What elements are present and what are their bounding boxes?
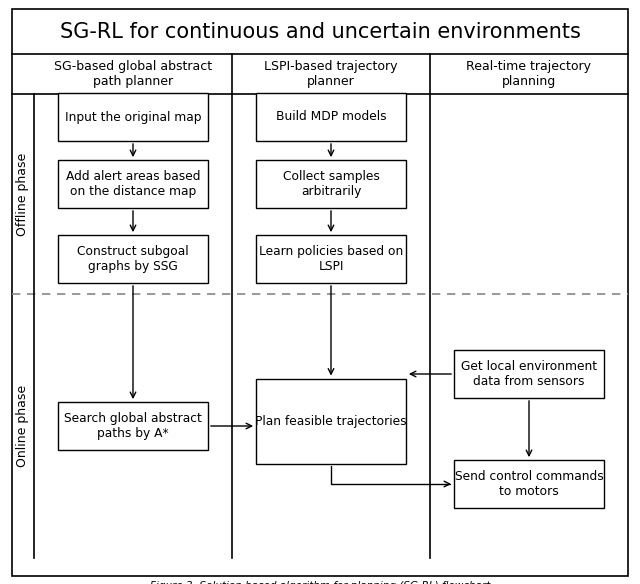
Text: SG-RL for continuous and uncertain environments: SG-RL for continuous and uncertain envir… [60, 22, 580, 41]
Text: Real-time trajectory
planning: Real-time trajectory planning [467, 60, 591, 88]
Text: Search global abstract
paths by A*: Search global abstract paths by A* [64, 412, 202, 440]
Text: Get local environment
data from sensors: Get local environment data from sensors [461, 360, 597, 388]
Text: Online phase: Online phase [17, 385, 29, 467]
Text: LSPI-based trajectory
planner: LSPI-based trajectory planner [264, 60, 397, 88]
Bar [256, 160, 406, 208]
Text: Plan feasible trajectories: Plan feasible trajectories [255, 415, 407, 427]
Text: Send control commands
to motors: Send control commands to motors [454, 470, 604, 498]
Bar [58, 93, 208, 141]
Text: Figure 3: Solution based algorithm for planning (SG-RL) flowchart: Figure 3: Solution based algorithm for p… [150, 581, 490, 584]
Text: Input the original map: Input the original map [65, 110, 201, 123]
Text: Collect samples
arbitrarily: Collect samples arbitrarily [283, 170, 380, 198]
Text: Offline phase: Offline phase [17, 152, 29, 235]
Bar [256, 235, 406, 283]
Text: Add alert areas based
on the distance map: Add alert areas based on the distance ma… [66, 170, 200, 198]
Bar [256, 93, 406, 141]
Text: SG-based global abstract
path planner: SG-based global abstract path planner [54, 60, 212, 88]
Bar [454, 350, 604, 398]
Text: Construct subgoal
graphs by SSG: Construct subgoal graphs by SSG [77, 245, 189, 273]
Bar [58, 160, 208, 208]
Bar [58, 235, 208, 283]
Text: Build MDP models: Build MDP models [276, 110, 387, 123]
Text: Learn policies based on
LSPI: Learn policies based on LSPI [259, 245, 403, 273]
Bar [256, 378, 406, 464]
Bar [454, 460, 604, 508]
Bar [58, 402, 208, 450]
